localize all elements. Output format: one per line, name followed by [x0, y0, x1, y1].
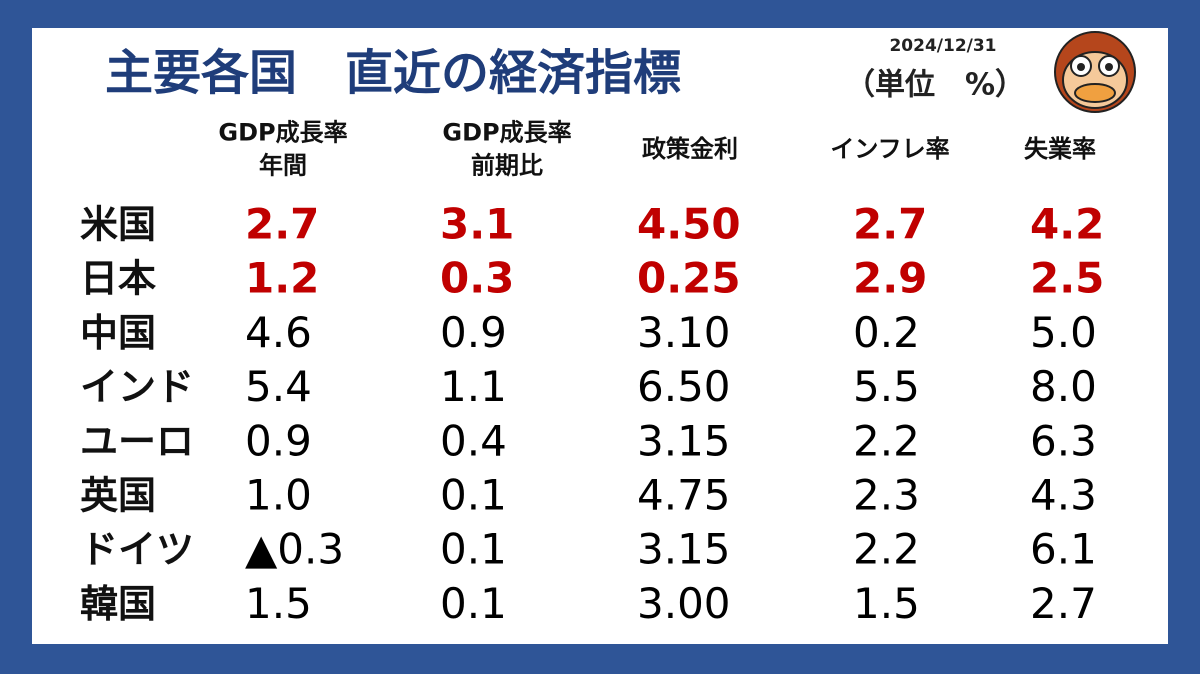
cell: 1.2 [245, 254, 319, 303]
column-header: 年間 [259, 152, 307, 180]
cell: 6.3 [1030, 416, 1097, 465]
monkey-pupil [1077, 63, 1085, 71]
row-label: 日本 [80, 257, 156, 301]
cell: 3.15 [637, 525, 731, 574]
cell: 4.3 [1030, 471, 1097, 520]
cell: 0.3 [440, 254, 514, 303]
row-label: ドイツ [80, 528, 194, 572]
monkey-mouth [1074, 83, 1116, 103]
title: 主要各国 直近の経済指標 [105, 45, 681, 101]
cell: 2.9 [853, 254, 927, 303]
cell: 1.5 [245, 579, 312, 628]
monkey-pupil [1105, 63, 1113, 71]
cell: 0.25 [637, 254, 741, 303]
column-header: 政策金利 [642, 135, 738, 163]
column-header: GDP成長率 [218, 119, 347, 147]
cell: 3.10 [637, 308, 731, 357]
cell: 1.0 [245, 471, 312, 520]
cell: 8.0 [1030, 362, 1097, 411]
cell: 0.9 [440, 308, 507, 357]
cell: 2.2 [853, 525, 920, 574]
column-header: GDP成長率 [442, 119, 571, 147]
cell: 2.5 [1030, 254, 1104, 303]
cell: 0.1 [440, 525, 507, 574]
cell: 0.9 [245, 416, 312, 465]
cell: 2.2 [853, 416, 920, 465]
cell: 2.3 [853, 471, 920, 520]
cell: 3.00 [637, 579, 731, 628]
row-label: インド [80, 365, 194, 409]
cell: 4.75 [637, 471, 731, 520]
cell: 6.50 [637, 362, 731, 411]
cell: 1.5 [853, 579, 920, 628]
row-label: ユーロ [80, 419, 194, 463]
cell: 5.4 [245, 362, 312, 411]
cell: 6.1 [1030, 525, 1097, 574]
row-label: 中国 [80, 311, 156, 355]
cell: 4.50 [637, 200, 741, 249]
row-label: 韓国 [80, 582, 156, 626]
cell: 2.7 [853, 200, 927, 249]
column-header: 失業率 [1024, 135, 1096, 163]
cell: 0.4 [440, 416, 507, 465]
cell: 1.1 [440, 362, 507, 411]
row-label: 英国 [80, 474, 156, 518]
cell: 4.6 [245, 308, 312, 357]
cell: 4.2 [1030, 200, 1104, 249]
row-label: 米国 [80, 203, 156, 247]
cell: 3.15 [637, 416, 731, 465]
date: 2024/12/31 [889, 36, 996, 56]
panel [32, 28, 1168, 644]
column-header: インフレ率 [830, 135, 949, 163]
column-header: 前期比 [471, 152, 543, 180]
cell: 0.1 [440, 471, 507, 520]
cell: 5.5 [853, 362, 920, 411]
cell: 5.0 [1030, 308, 1097, 357]
monkey-icon [1054, 31, 1136, 113]
cell: 3.1 [440, 200, 514, 249]
cell: 2.7 [245, 200, 319, 249]
cell: 0.1 [440, 579, 507, 628]
unit: （単位 %） [845, 68, 1025, 103]
cell: ▲0.3 [245, 525, 344, 574]
cell: 2.7 [1030, 579, 1097, 628]
cell: 0.2 [853, 308, 920, 357]
